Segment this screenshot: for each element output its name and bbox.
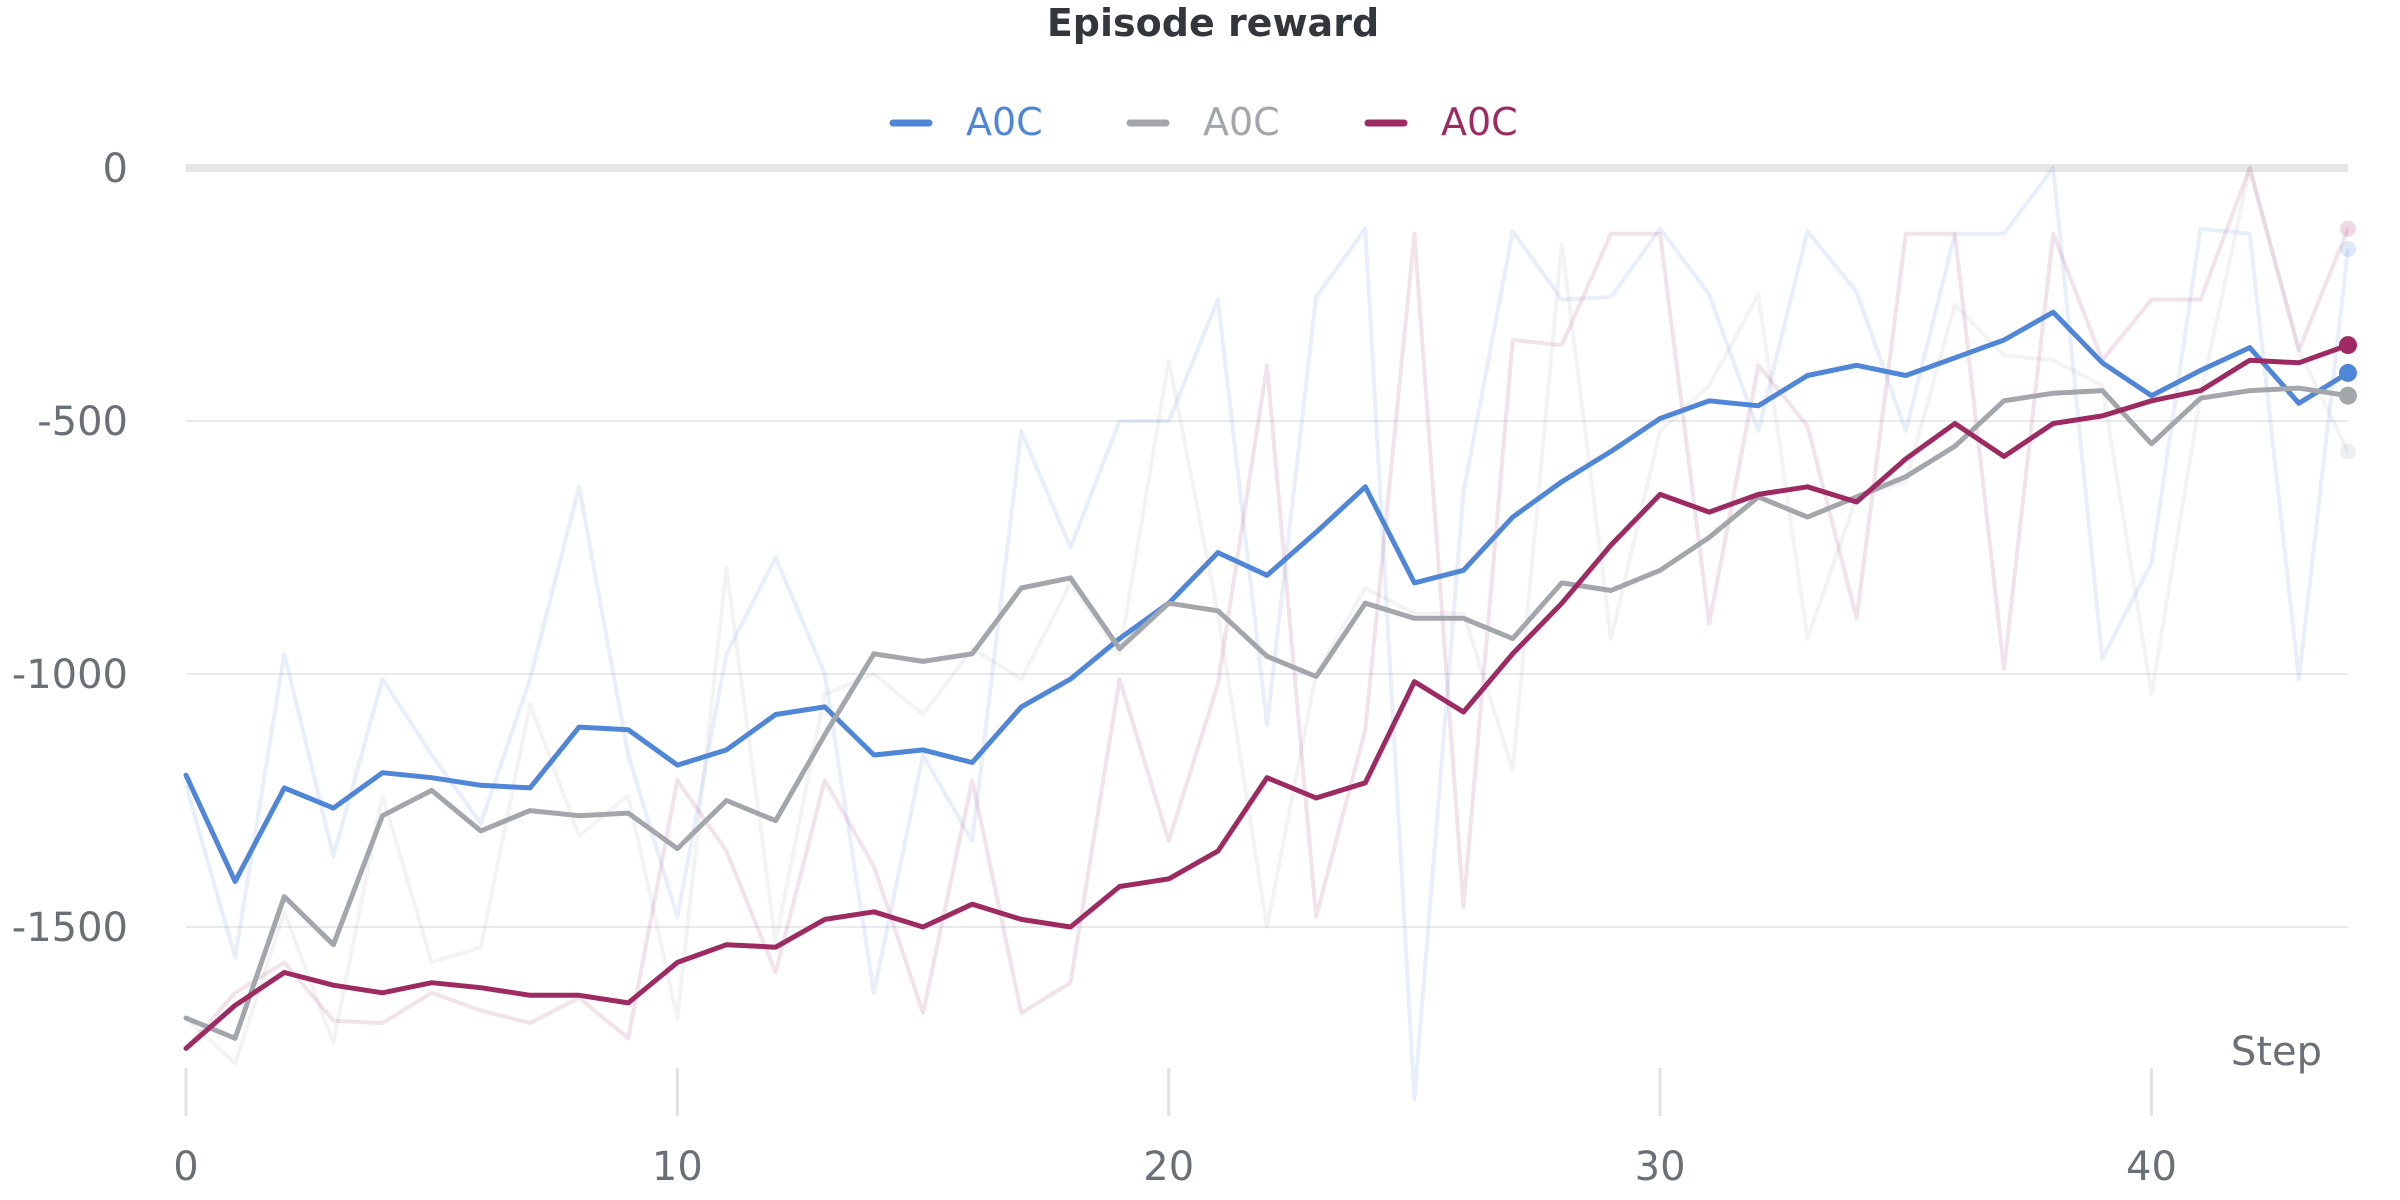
x-tick-label-2: 20 [1143,1144,1194,1190]
x-axis-label: Step [2231,1029,2322,1075]
x-axis-ticks: 0 10 20 30 40 [173,1068,2177,1190]
x-tick-label-4: 40 [2126,1144,2177,1190]
legend-label-2[interactable]: A0C [1441,100,1518,144]
chart-title: Episode reward [1047,1,1379,45]
x-tick-label-3: 30 [1635,1144,1686,1190]
raw-end-marker-2 [2340,220,2356,237]
raw-end-marker-0 [2340,240,2356,257]
legend-label-1[interactable]: A0C [1203,100,1280,144]
smoothed-series-lines [183,309,2351,1051]
legend-label-0[interactable]: A0C [966,100,1043,144]
x-tick-label-0: 0 [173,1144,198,1190]
raw-end-marker-1 [2340,443,2356,460]
raw-line-series-2 [184,166,2350,1050]
y-tick-label-1: -500 [37,399,128,445]
end-marker-2 [2339,336,2357,355]
y-gridlines: 0 -500 -1000 -1500 [12,146,2348,951]
end-marker-1 [2339,386,2357,405]
line-series-2 [183,342,2351,1051]
raw-line-series-1 [184,166,2350,1066]
y-tick-label-0: 0 [103,146,128,192]
raw-line-series-0 [184,166,2350,1101]
line-series-1 [183,385,2351,1041]
raw-series-lines [184,166,2350,1101]
series-end-markers [2339,220,2357,460]
y-tick-label-3: -1500 [12,905,128,951]
end-marker-0 [2339,363,2357,382]
legend: A0C A0C A0C [889,100,1518,144]
y-tick-label-2: -1000 [12,652,128,698]
line-series-0 [183,309,2351,884]
x-tick-label-1: 10 [652,1144,703,1190]
